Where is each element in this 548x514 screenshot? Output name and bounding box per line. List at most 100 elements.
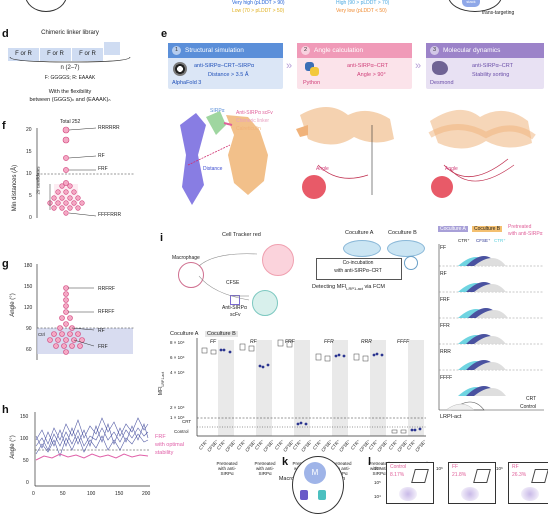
group-ffr: FFR: [324, 339, 334, 345]
pretreat-rf: Pretreated with anti-SIRPα: [254, 461, 276, 476]
h-note-3: stability: [155, 450, 174, 456]
mfi-ytick-8e4: 8 × 10⁴: [170, 340, 185, 345]
detect-label: Detecting MFILRP1-act via FCM: [312, 284, 385, 291]
label-angle-1: Angle: [316, 166, 329, 172]
step3-line2: Stability sorting: [472, 72, 510, 78]
repeat-bracket: [9, 56, 131, 63]
coincubation-line1: Co-incubation: [342, 260, 374, 266]
legend-coculture-a: Coculture A: [170, 331, 199, 337]
l-control-name: Control: [390, 464, 407, 470]
g-ctrl-label: Ctrl: [38, 332, 45, 337]
linker-cell-4: [104, 42, 121, 55]
step2-line2: Angle > 90°: [357, 72, 386, 78]
panel-label-e: e: [161, 28, 168, 40]
repeat-count: n (2–7): [60, 65, 80, 71]
trans-targeting-label: trans-targeting: [482, 10, 515, 16]
l-ff-name: FF: [452, 464, 459, 470]
top-left-circle: [25, 0, 67, 12]
j-row-ffr: FFR: [440, 323, 450, 329]
dish-b: [387, 240, 425, 257]
mfi-ytick-4e4: 4 × 10⁴: [170, 370, 185, 375]
mfi-ylabel-main: MFI: [158, 386, 165, 396]
g-tick-120: 120: [24, 305, 33, 311]
panel-label-d: d: [2, 28, 9, 40]
step3-line1: anti-SIRPα–CRT: [472, 63, 513, 69]
step3-number: 3: [430, 45, 439, 55]
g-tick-150: 150: [24, 284, 33, 290]
coincubation-line2: with anti-SIRPα–CRT: [334, 268, 382, 274]
g-tag-rfrff: RFRFF: [98, 309, 115, 315]
linker-library-title: Chimeric linker library: [41, 30, 99, 36]
j-row-rf: RF: [440, 271, 447, 277]
h-xtick-0: 0: [32, 491, 35, 497]
step3-header: 3 Molecular dynamics: [426, 43, 544, 58]
legend-coculture-b: Coculture B: [205, 331, 238, 337]
l-rf-name: RF: [512, 464, 519, 470]
j-col-ctr: CTR⁺: [458, 238, 470, 243]
g-tick-90: 90: [26, 326, 32, 332]
l-ff-pct: 21.8%: [452, 472, 467, 478]
step1-line2: Distance > 3.5 Å: [208, 72, 249, 78]
group-frf: FRF: [285, 339, 295, 345]
l-facs-control: Control 8.17%: [386, 462, 434, 504]
label-chimeric-linker: Chimeric linker: [236, 118, 270, 124]
linker-cell-1: F or R: [8, 48, 40, 61]
j-pretreated-2: with anti-SIRPα: [508, 231, 543, 237]
h-xtick-150: 150: [115, 491, 124, 497]
coculture-a-label: Coculture A: [345, 230, 374, 236]
group-ff: FF: [210, 339, 217, 345]
cfse-cell: [252, 290, 278, 316]
step2-title: Angle calculation: [314, 47, 364, 54]
flex-note-1: With the flexibility: [48, 89, 92, 95]
g-tag-rrfrf: RRFRF: [98, 286, 115, 292]
scfv-label-1: Anti-SIRPα: [222, 305, 247, 311]
l-tick-1e6-b: 10⁶: [436, 466, 443, 471]
mfi-ytick-2e4: 2 × 10⁴: [170, 405, 185, 410]
panel-label-i: i: [160, 232, 164, 244]
f-tag-rrrrrr: RRRRRR: [98, 125, 120, 131]
sample-tube-icon: [404, 256, 418, 270]
label-calreticulin: Calreticulin: [236, 126, 261, 132]
h-note-1: FRF: [155, 434, 166, 440]
h-xtick-100: 100: [87, 491, 96, 497]
j-coculture-a: Coculture A: [438, 226, 468, 232]
k-receptor-2: [318, 490, 326, 500]
j-row-ffff: FFFF: [440, 375, 453, 381]
group-ffff: FFFF: [397, 339, 410, 345]
pretreat-ff: Pretreated with anti-SIRPα: [216, 461, 238, 476]
mfi-crt-label: CRT: [182, 419, 192, 424]
j-col-ctr2: CTR⁺: [494, 238, 506, 243]
plddt-legend-vlow: Very low (pLDDT < 50): [336, 8, 387, 14]
h-xtick-50: 50: [60, 491, 66, 497]
step1-line1: anti-SIRPα–CRT–SIRPα: [194, 63, 255, 69]
g-tick-180: 180: [24, 263, 33, 269]
chevron-right-icon-2: »: [415, 60, 422, 72]
angle-trajectories: [34, 412, 150, 487]
panel-label-l: l: [368, 456, 372, 468]
f-tag-frf: FRF: [98, 166, 108, 172]
scfv-icon: [230, 295, 240, 305]
l-tick-1e6: 10⁶: [374, 466, 381, 471]
f-tick-20: 20: [26, 127, 32, 133]
label-distance: Distance: [203, 166, 223, 172]
scfv-label-2: scFv: [230, 312, 241, 318]
l-tick-1e6-c: 10⁶: [496, 466, 503, 471]
structure-illustrations: [180, 107, 536, 205]
label-angle-2: Angle: [445, 166, 458, 172]
g-tag-rf: RF: [98, 328, 105, 334]
f-ylabel: Min distances (Å): [12, 164, 18, 212]
k-receptor-1: [300, 490, 308, 500]
mfi-ylabel: MFILRP1-act: [158, 372, 165, 395]
f-tick-5: 5: [29, 193, 32, 199]
detect-sub: LRP1-act: [346, 286, 363, 292]
step2-number: 2: [301, 45, 310, 55]
h-xtick-200: 200: [142, 491, 151, 497]
plddt-legend-high2: High (90 > pLDDT > 70): [336, 0, 390, 6]
mfi-ytick-6e4: 6 × 10⁴: [170, 355, 185, 360]
l-facs-ff: FF 21.8%: [448, 462, 496, 504]
mfi-ytick-1e4: 1 × 10⁴: [170, 415, 185, 420]
g-ylabel: Angle (°): [10, 293, 16, 317]
h-ylabel: Angle (°): [10, 435, 16, 459]
l-rf-pct: 26.3%: [512, 472, 527, 478]
